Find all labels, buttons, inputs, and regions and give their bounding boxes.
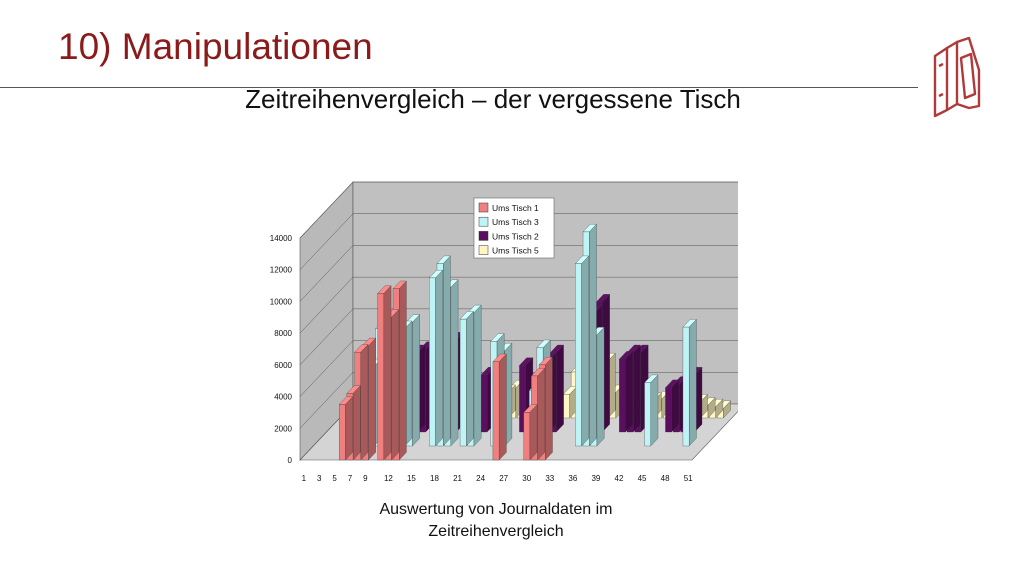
bar-side: [345, 396, 353, 461]
bar-side: [450, 279, 459, 447]
bar-side: [360, 344, 369, 461]
bar-side: [671, 379, 680, 433]
x-tick-label: 27: [499, 474, 508, 483]
gridline-side: [299, 181, 354, 239]
gridline-side: [299, 340, 354, 397]
bar-side: [442, 255, 451, 447]
bar: [575, 263, 582, 447]
caption-line-2: Zeitreihenvergleich: [428, 523, 564, 540]
bar: [459, 318, 467, 447]
bar-side: [650, 374, 659, 447]
bar-side: [368, 337, 376, 461]
bar-side: [352, 385, 361, 461]
bar-side: [466, 311, 474, 447]
bar: [644, 382, 651, 447]
bar-side: [412, 314, 420, 447]
y-tick-label: 6000: [274, 361, 292, 370]
bar-side: [596, 326, 605, 447]
bar: [563, 394, 570, 419]
legend-swatch: [478, 231, 489, 241]
x-tick-label: 18: [430, 474, 439, 483]
y-tick-label: 4000: [274, 393, 292, 402]
x-tick-label: 36: [568, 474, 577, 483]
bar-side: [545, 356, 553, 461]
legend-label: Ums Tisch 1: [492, 203, 539, 213]
gridline-side: [299, 245, 354, 302]
x-tick-label: 15: [407, 474, 416, 483]
caption-line-1: Auswertung von Journaldaten im: [379, 501, 613, 518]
x-tick-label: 5: [332, 474, 337, 483]
bar-side: [498, 353, 507, 461]
legend-label: Ums Tisch 2: [492, 231, 539, 241]
gridline-side: [299, 308, 354, 366]
revenue-3d-column-chart: 0 2000 4000 6000 8000 10000 12000 14000 1 3 5 7 9 12 1…: [270, 181, 738, 483]
y-tick-label: 2000: [274, 424, 292, 433]
bar-side: [556, 344, 564, 433]
bar: [480, 374, 488, 433]
x-tick-label: 1: [302, 474, 307, 483]
chart-caption: Auswertung von Journaldaten im Zeitreihe…: [296, 499, 696, 543]
bar: [682, 326, 690, 447]
x-tick-label: 42: [615, 474, 624, 483]
x-tick-label: 45: [638, 474, 647, 483]
legend-label: Ums Tisch 3: [492, 217, 539, 227]
bar-side: [633, 344, 641, 433]
bar-side: [625, 351, 633, 433]
bar: [429, 277, 436, 447]
bar-side: [529, 404, 538, 461]
bar-side: [391, 309, 399, 461]
x-tick-label: 30: [522, 474, 531, 483]
bar-side: [688, 319, 697, 447]
x-tick-label: 7: [348, 474, 353, 483]
legend-swatch: [478, 216, 489, 227]
legend-swatch: [478, 245, 489, 255]
y-tick-label: 12000: [270, 266, 293, 275]
x-tick-label: 51: [684, 474, 693, 483]
bar-side: [383, 285, 392, 461]
x-tick-label: 9: [363, 474, 368, 483]
bar-side: [399, 280, 407, 461]
x-tick-label: 3: [317, 474, 322, 483]
bar: [339, 404, 346, 461]
legend-label: Ums Tisch 5: [492, 246, 539, 256]
legend-swatch: [478, 202, 489, 213]
y-tick-label: 8000: [274, 329, 292, 338]
x-tick-label: 24: [476, 474, 485, 483]
bar: [523, 412, 530, 461]
gridline-side: [299, 276, 354, 334]
bar: [377, 293, 384, 461]
x-tick-label: 21: [453, 474, 462, 483]
y-tick-label: 0: [288, 456, 293, 465]
bar: [519, 365, 526, 433]
book-stack-icon: [933, 36, 981, 118]
bar: [665, 387, 672, 433]
x-tick-label: 33: [545, 474, 554, 483]
y-tick-label: 14000: [270, 234, 293, 243]
slide-title: 10) Manipulationen: [58, 26, 373, 67]
bar-side: [473, 304, 482, 447]
gridline-side: [299, 372, 354, 429]
bar: [492, 361, 500, 461]
gridline-side: [299, 213, 354, 270]
x-tick-label: 48: [661, 474, 670, 483]
bar-side: [589, 223, 597, 447]
bar: [619, 358, 626, 433]
bar-side: [537, 367, 545, 461]
bar-side: [581, 255, 589, 447]
slide-subtitle: Zeitreihenvergleich – der vergessene Tis…: [245, 84, 741, 114]
bar-side: [435, 269, 443, 447]
x-tick-label: 39: [591, 474, 600, 483]
title-divider: [0, 87, 918, 88]
y-tick-label: 10000: [270, 297, 293, 306]
x-tick-label: 12: [384, 474, 393, 483]
